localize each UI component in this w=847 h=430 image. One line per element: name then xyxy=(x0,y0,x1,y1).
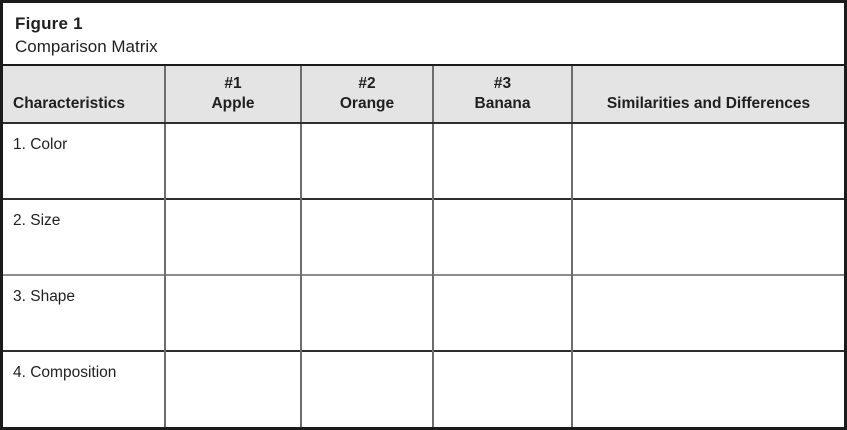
column-header-number: #3 xyxy=(493,75,512,92)
table-row-shape: 3. Shape xyxy=(3,274,844,351)
cell-shape-banana xyxy=(432,274,572,351)
cell-color-similarities xyxy=(571,123,844,199)
cell-composition-similarities xyxy=(571,350,844,427)
table-row-size: 2. Size xyxy=(3,198,844,275)
table-row-composition: 4. Composition xyxy=(3,350,844,427)
row-label-shape: 3. Shape xyxy=(3,274,165,351)
cell-shape-orange xyxy=(300,274,433,351)
row-label-composition: 4. Composition xyxy=(3,350,165,427)
cell-shape-similarities xyxy=(571,274,844,351)
cell-composition-orange xyxy=(300,350,433,427)
table-row-color: 1. Color xyxy=(3,123,844,199)
column-header-banana: #3 Banana xyxy=(432,64,572,124)
column-header-label: Orange xyxy=(339,95,395,112)
cell-color-banana xyxy=(432,123,572,199)
cell-color-apple xyxy=(164,123,301,199)
column-header-orange: #2 Orange xyxy=(300,64,433,124)
row-label-size: 2. Size xyxy=(3,198,165,275)
header-row: Characteristics #1 Apple #2 Orange #3 Ba… xyxy=(3,64,844,124)
cell-shape-apple xyxy=(164,274,301,351)
cell-composition-apple xyxy=(164,350,301,427)
cell-size-banana xyxy=(432,198,572,275)
figure-label: Figure 1 xyxy=(15,14,83,33)
cell-size-orange xyxy=(300,198,433,275)
figure-title: Comparison Matrix xyxy=(15,37,158,56)
cell-size-similarities xyxy=(571,198,844,275)
column-header-characteristics: Characteristics xyxy=(3,64,165,124)
column-header-label: Apple xyxy=(211,95,255,112)
column-header-label: Characteristics xyxy=(13,95,126,112)
comparison-matrix-table: Characteristics #1 Apple #2 Orange #3 Ba… xyxy=(3,64,844,427)
cell-size-apple xyxy=(164,198,301,275)
column-header-similarities-differences: Similarities and Differences xyxy=(571,64,844,124)
column-header-number: #1 xyxy=(224,75,242,92)
column-header-apple: #1 Apple xyxy=(164,64,301,124)
column-header-label: Similarities and Differences xyxy=(606,95,811,112)
column-header-number: #2 xyxy=(358,75,376,92)
figure-caption: Figure 1 Comparison Matrix xyxy=(3,3,844,64)
cell-color-orange xyxy=(300,123,433,199)
row-label-color: 1. Color xyxy=(3,123,165,199)
column-header-label: Banana xyxy=(474,95,531,112)
cell-composition-banana xyxy=(432,350,572,427)
